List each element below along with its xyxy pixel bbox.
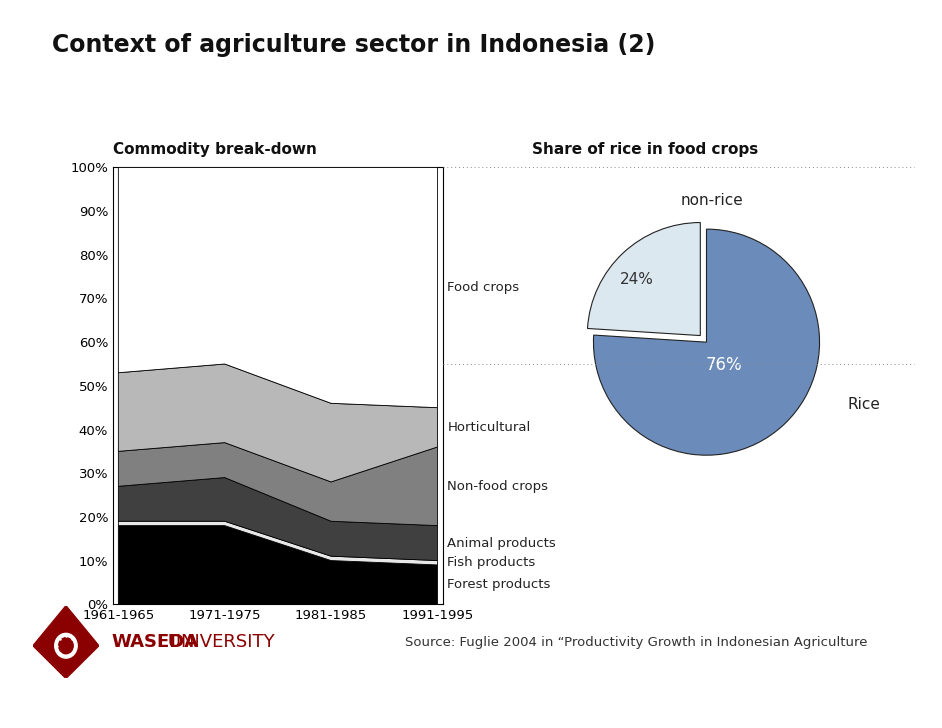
Text: 76%: 76%	[706, 356, 741, 373]
Polygon shape	[33, 606, 99, 678]
Text: Food crops: Food crops	[447, 281, 520, 294]
Text: Horticultural: Horticultural	[447, 421, 530, 434]
Text: Source: Fuglie 2004 in “Productivity Growth in Indonesian Agriculture: Source: Fuglie 2004 in “Productivity Gro…	[405, 636, 868, 649]
Text: WASEDA: WASEDA	[111, 633, 198, 651]
Text: Non-food crops: Non-food crops	[447, 480, 548, 493]
Polygon shape	[119, 526, 437, 604]
Text: UNIVERSITY: UNIVERSITY	[162, 633, 275, 651]
Polygon shape	[119, 521, 437, 565]
Polygon shape	[119, 167, 437, 408]
Wedge shape	[588, 223, 700, 336]
Text: non-rice: non-rice	[681, 194, 743, 208]
Text: Animal products: Animal products	[447, 537, 556, 550]
Text: Share of rice in food crops: Share of rice in food crops	[532, 141, 758, 157]
Text: Context of agriculture sector in Indonesia (2): Context of agriculture sector in Indones…	[52, 33, 656, 57]
Text: Rice: Rice	[848, 397, 881, 412]
Text: 24%: 24%	[620, 272, 654, 288]
Text: Commodity break-down: Commodity break-down	[113, 141, 317, 157]
Circle shape	[55, 633, 77, 658]
Circle shape	[58, 638, 73, 654]
Polygon shape	[119, 364, 437, 482]
Text: Forest products: Forest products	[447, 578, 551, 591]
Polygon shape	[119, 478, 437, 561]
Wedge shape	[593, 229, 820, 455]
Polygon shape	[119, 443, 437, 526]
Text: Fish products: Fish products	[447, 556, 536, 569]
